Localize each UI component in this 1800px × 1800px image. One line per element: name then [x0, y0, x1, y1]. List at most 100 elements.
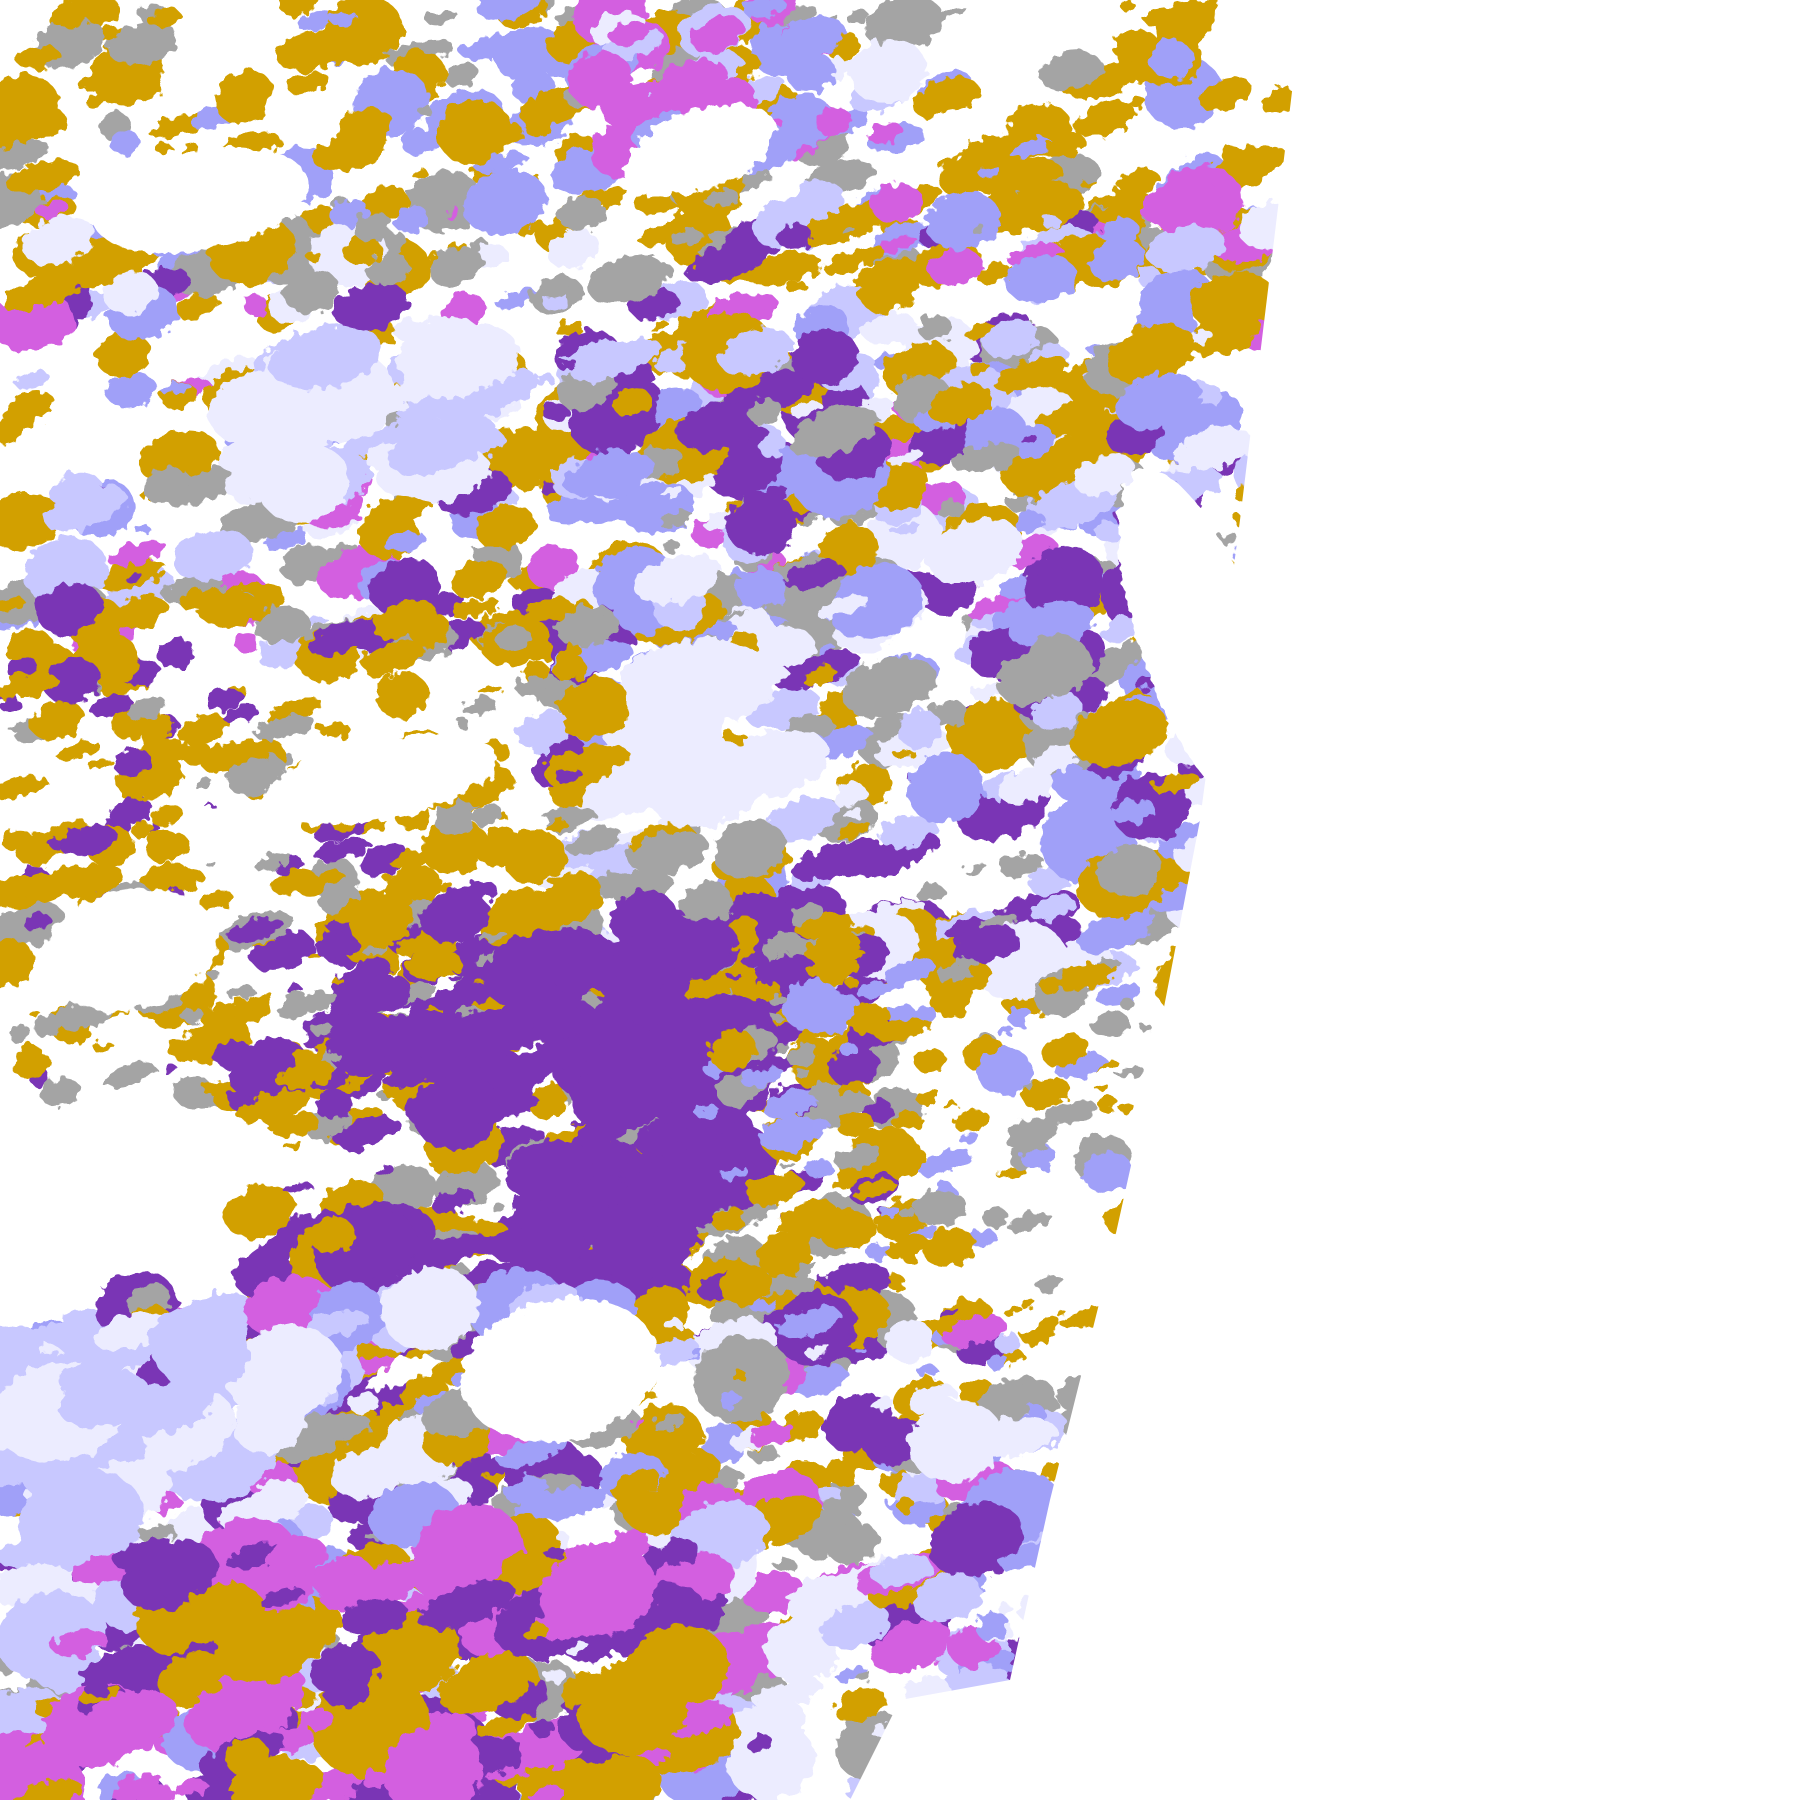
cloud-patch [786, 53, 836, 93]
cloud-patch [539, 1543, 656, 1638]
cloud-patch [883, 1759, 914, 1773]
cloud-patch [107, 21, 178, 65]
cloud-patch [496, 289, 538, 310]
cloud-patch [3, 391, 56, 427]
cloud-patch [359, 1611, 461, 1696]
clear-sky-gap [262, 734, 498, 826]
cloud-patch [315, 1089, 353, 1120]
cloud-patch [928, 384, 994, 424]
cloud-patch [23, 913, 51, 931]
cloud-patch [995, 1332, 1020, 1354]
cloud-patch [306, 249, 320, 262]
cloud-patch [870, 1620, 952, 1674]
cloud-patch [136, 430, 220, 483]
cloud-patch [724, 1699, 808, 1758]
cloud-patch [180, 1583, 265, 1644]
cloud-patch [722, 729, 830, 798]
cloud-patch [361, 640, 424, 674]
cloud-patch [1056, 565, 1097, 597]
cloud-patch [397, 316, 494, 399]
cloud-patch [517, 675, 546, 699]
cloud-patch [937, 500, 964, 518]
cloud-patch [59, 864, 124, 898]
cloud-patch [612, 646, 727, 750]
cloud-patch [287, 70, 329, 96]
cloud-patch [558, 195, 605, 232]
cloud-patch [695, 1105, 719, 1119]
cloud-patch [726, 492, 798, 556]
cloud-patch [420, 891, 490, 943]
cloud-patch [663, 540, 680, 552]
cloud-patch [147, 6, 180, 28]
cloud-patch [781, 1162, 795, 1169]
cloud-patch [553, 654, 586, 682]
cloud-patch [1260, 578, 1298, 608]
cloud-patch [1119, 998, 1133, 1008]
cloud-patch [0, 492, 62, 550]
cloud-patch [224, 1185, 296, 1239]
cloud-patch [945, 179, 980, 195]
cloud-patch [558, 360, 578, 370]
cloud-patch [254, 715, 316, 740]
cloud-patch [407, 948, 461, 980]
cloud-patch [417, 1580, 515, 1631]
cloud-patch [1141, 1023, 1152, 1034]
cloud-patch [227, 984, 254, 1000]
cloud-patch [851, 1180, 897, 1199]
cloud-patch [1004, 183, 1084, 232]
cloud-patch [138, 1786, 176, 1800]
cloud-patch [1153, 772, 1200, 794]
cloud-patch [562, 452, 654, 496]
cloud-patch [855, 1671, 872, 1680]
cloud-patch [463, 169, 547, 236]
cloud-patch [356, 1355, 396, 1373]
cloud-patch [1115, 1067, 1144, 1078]
cloud-patch [874, 1017, 933, 1041]
cloud-patch [1112, 1482, 1132, 1493]
cloud-patch [476, 0, 540, 21]
cloud-patch [660, 486, 683, 497]
cloud-patch [0, 596, 24, 612]
cloud-patch [545, 819, 567, 832]
cloud-patch [952, 443, 1022, 474]
cloud-patch [846, 979, 860, 988]
cloud-patch [736, 567, 787, 610]
cloud-patch [18, 1469, 145, 1570]
cloud-patch [897, 710, 942, 748]
cloud-patch [969, 587, 1044, 622]
cloud-patch [670, 229, 703, 246]
cloud-patch [411, 166, 427, 179]
cloud-patch [773, 1213, 820, 1233]
cloud-patch [842, 657, 937, 717]
cloud-patch [317, 722, 341, 735]
cloud-patch [1155, 940, 1249, 1021]
cloud-patch [1012, 1386, 1029, 1399]
cloud-patch [685, 240, 769, 283]
cloud-patch [821, 1602, 890, 1650]
cloud-patch [288, 984, 302, 996]
cloud-patch [836, 1667, 868, 1682]
cloud-patch [604, 1204, 675, 1241]
cloud-patch [827, 1522, 879, 1565]
cloud-patch [331, 978, 344, 985]
cloud-patch [235, 633, 259, 652]
cloud-patch [266, 697, 322, 725]
cloud-patch [1007, 1212, 1052, 1232]
cloud-patch [522, 110, 553, 137]
cloud-patch [974, 1704, 1055, 1741]
cloud-patch [265, 527, 311, 551]
cloud-patch [763, 1618, 840, 1683]
cloud-patch [3, 271, 84, 312]
cloud-patch [740, 1067, 785, 1087]
cloud-patch [312, 838, 371, 861]
cloud-patch [58, 825, 118, 856]
cloud-patch [503, 1140, 595, 1200]
cloud-patch [652, 1413, 685, 1431]
cloud-patch [16, 45, 60, 69]
cloud-patch [542, 403, 569, 420]
cloud-patch [80, 1690, 178, 1754]
cloud-patch [5, 646, 28, 660]
cloud-patch [1036, 1275, 1064, 1291]
cloud-patch [916, 884, 945, 902]
cloud-patch [759, 1114, 816, 1153]
